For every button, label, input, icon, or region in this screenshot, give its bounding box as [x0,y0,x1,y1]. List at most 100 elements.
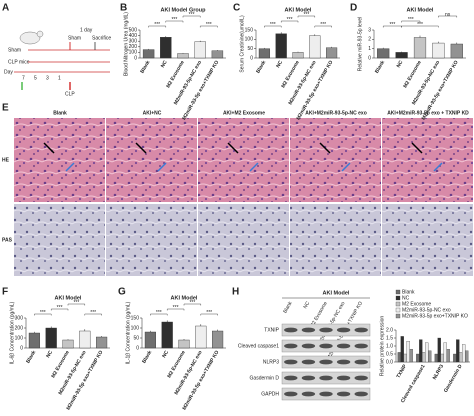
band [354,327,368,333]
protein-label: TXNIP [264,327,279,333]
bar [326,47,338,59]
legend-swatch [395,307,401,313]
mouse-icon [19,31,41,45]
x-tick-label: NC [396,59,405,69]
significance-label: *** [154,22,160,28]
bar [395,52,408,59]
chart-title: AKI Model [55,295,82,301]
y-tick-label: 200 [129,44,138,50]
band [319,327,333,333]
arrow [319,142,331,154]
arrow [227,142,239,154]
legend-swatch [395,313,401,319]
bar [406,341,410,363]
significance-label: *** [287,17,293,23]
bar [428,350,432,363]
band [336,391,351,397]
band [336,343,351,349]
column-label: AKI+M2 Exosome [223,110,265,116]
bar [409,349,413,363]
pas-image [290,204,381,276]
panel-letter: E [2,103,9,114]
y-axis-label: Relative protein expression [379,316,385,377]
y-tick-label: 50 [247,46,253,52]
row-label: PAS [2,237,13,243]
y-tick-label: 3 [368,27,371,33]
x-tick-label: Blank [25,349,37,364]
significance-bracket [401,20,421,23]
significance-label: *** [389,22,395,28]
bar [62,339,74,349]
significance-label: *** [206,310,212,316]
chart-title: AKI Model [171,295,198,301]
significance-bracket [167,308,185,311]
protein-label: GAPDH [261,391,279,397]
significance-label: *** [189,300,195,306]
bar [422,352,426,363]
significance-bracket [150,313,168,316]
y-tick-label: 400 [129,33,138,39]
chart-title: AKI Model [407,7,434,13]
row-label: HE [2,157,10,163]
bar [437,337,441,363]
protein-label: NLRP3 [263,359,279,365]
y-tick-label: 300 [129,39,138,45]
band [301,391,316,397]
x-tick-label: M2miR-93-5p exo+TXNIP KO [181,60,220,122]
band [354,375,368,381]
x-tick-label: NC [275,59,284,69]
column-label: AKI+M2miR-93-5p-NC exo [305,110,367,116]
arrow [65,162,75,172]
label: Sacrifice [92,35,111,41]
y-tick-label: 100 [131,325,140,331]
significance-bracket [200,25,218,28]
label: 5 [34,75,37,81]
arrow [341,162,351,172]
x-tick-label: Blank [141,349,153,364]
y-tick-label: 500 [129,27,138,33]
significance-bracket [297,15,315,18]
bar [258,48,270,59]
panel-letter: F [2,287,8,298]
lane-label: Blank [282,300,294,314]
y-axis-label: Blood Nitrogen Urea (mg/dL) [123,12,129,76]
label: 7 [22,75,25,81]
he-image [382,118,473,202]
y-tick-label: 1.0 [386,343,393,349]
y-tick-label: 0 [250,55,253,61]
y-tick-label: 100 [129,50,138,56]
y-axis-label: Serum Creatinine(umol/L) [239,15,245,73]
bar [195,325,207,349]
column-label: AKI+NC [143,110,162,116]
significance-bracket [264,25,282,28]
x-tick-label: NC [161,349,170,359]
protein-label: Cleaved caspase1 [238,343,279,349]
he-image [14,118,105,202]
band [336,327,351,333]
bar [434,353,438,363]
he-image [106,118,197,202]
y-tick-label: 0 [20,345,23,351]
bar [309,35,321,59]
significance-label: *** [57,305,63,311]
y-tick-label: 2 [368,37,371,43]
bar [413,37,427,59]
bar [443,342,447,363]
bar [453,353,457,363]
y-tick-label: 100 [15,335,24,341]
legend-label: Blank [402,289,415,295]
arrow [157,162,167,172]
chart-title: AKI Model Group [161,7,207,13]
band [284,343,298,349]
pas-image [106,204,197,276]
bar [96,336,108,349]
significance-bracket [281,20,299,23]
bar [161,321,173,349]
arrow [43,142,55,154]
x-tick-label: Blank [255,59,267,74]
y-axis-label: IL-1β Concentration (pg/mL) [125,301,131,364]
pas-image [14,204,105,276]
bar [194,41,206,59]
legend-label: M2miR-93-5p exo+TXNIP KO [402,313,468,319]
band [301,359,316,365]
